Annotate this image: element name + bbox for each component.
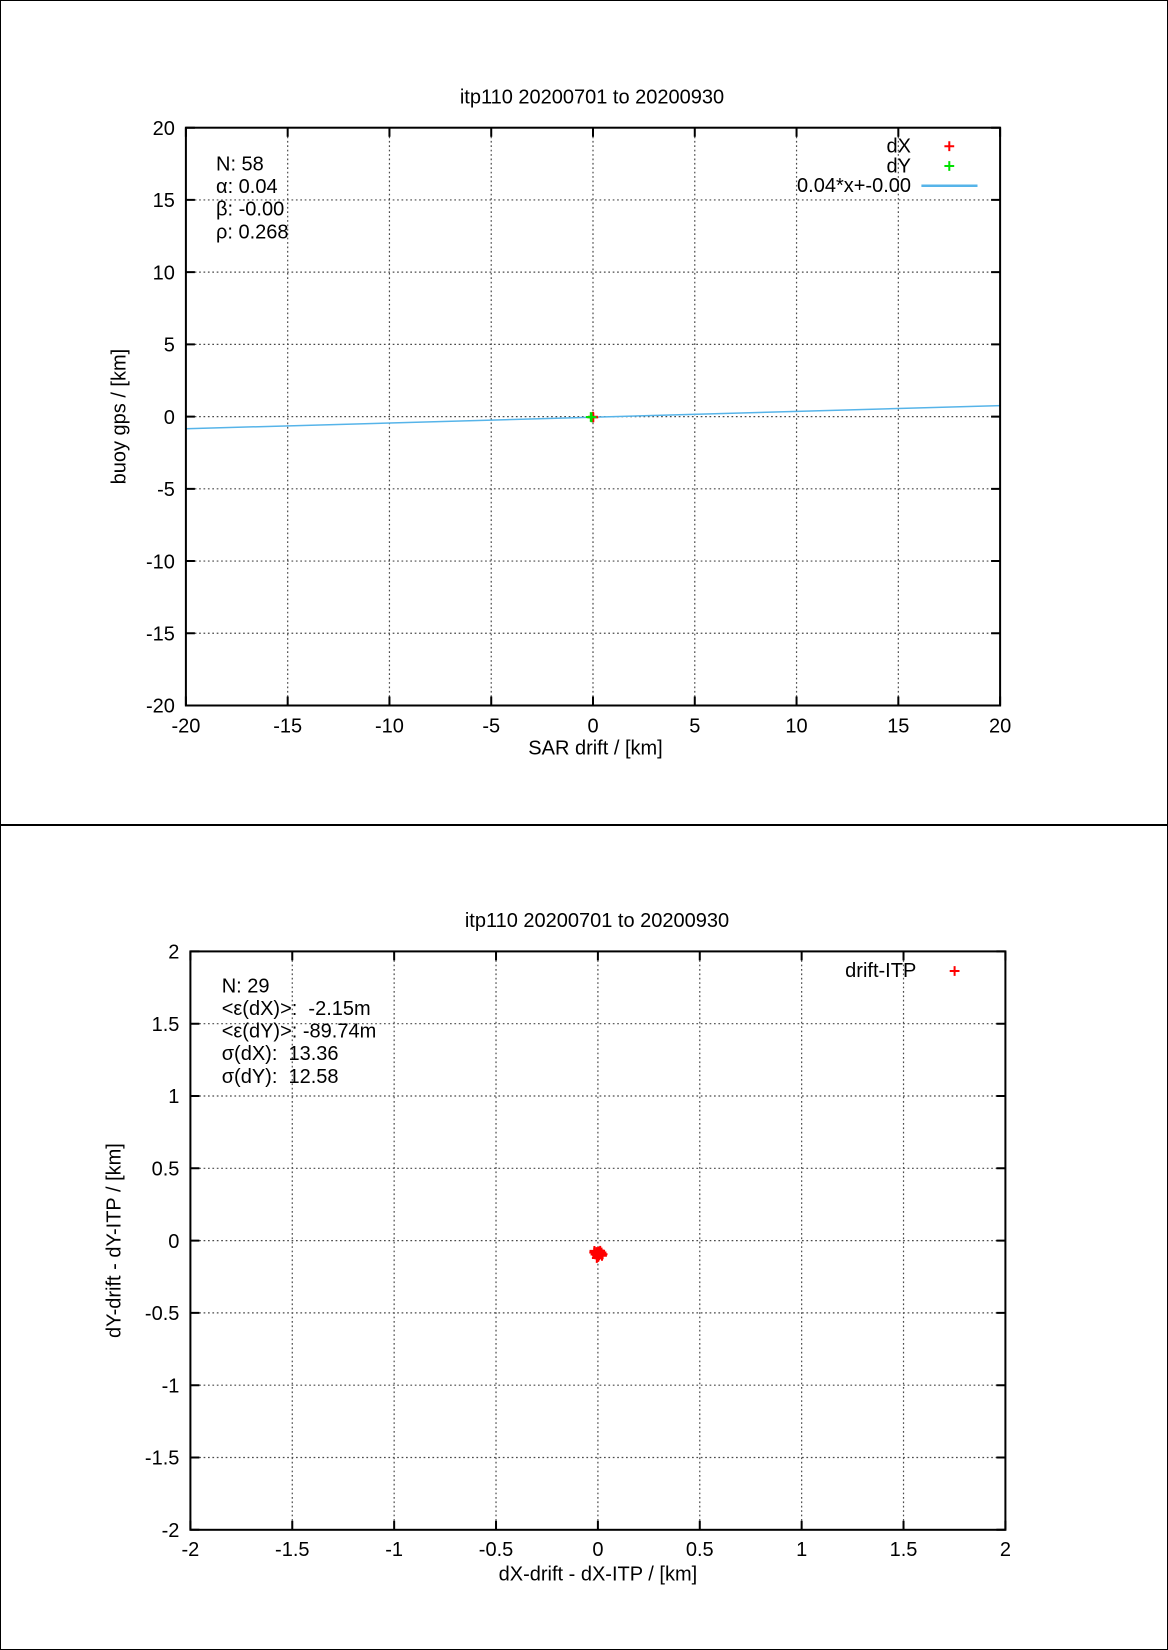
svg-text:0.04*x+-0.00: 0.04*x+-0.00 bbox=[797, 175, 911, 197]
svg-text:dY-drift - dY-ITP / [km]: dY-drift - dY-ITP / [km] bbox=[104, 1143, 126, 1338]
svg-text:-20: -20 bbox=[171, 716, 200, 738]
svg-text:-1.5: -1.5 bbox=[145, 1448, 179, 1470]
svg-text:15: 15 bbox=[153, 190, 175, 212]
svg-text:1: 1 bbox=[796, 1539, 807, 1561]
svg-text:20: 20 bbox=[989, 716, 1011, 738]
svg-text:itp110 20200701 to 20200930: itp110 20200701 to 20200930 bbox=[460, 87, 724, 109]
svg-text:σ(dY): 12.58: σ(dY): 12.58 bbox=[222, 1066, 339, 1088]
svg-text:10: 10 bbox=[153, 262, 175, 284]
svg-text:0.5: 0.5 bbox=[686, 1539, 714, 1561]
svg-text:-1: -1 bbox=[162, 1375, 180, 1397]
svg-text:β: -0.00: β: -0.00 bbox=[216, 199, 284, 221]
svg-text:-15: -15 bbox=[273, 716, 302, 738]
svg-text:0: 0 bbox=[168, 1231, 179, 1253]
svg-text:N: 58: N: 58 bbox=[216, 154, 264, 176]
svg-text:15: 15 bbox=[887, 716, 909, 738]
svg-text:dX-drift - dX-ITP / [km]: dX-drift - dX-ITP / [km] bbox=[499, 1564, 698, 1586]
svg-text:<ε(dY)>: -89.74m: <ε(dY)>: -89.74m bbox=[222, 1021, 377, 1043]
svg-text:0: 0 bbox=[587, 716, 598, 738]
svg-text:-0.5: -0.5 bbox=[479, 1539, 513, 1561]
svg-text:SAR drift / [km]: SAR drift / [km] bbox=[528, 738, 662, 760]
svg-text:-1: -1 bbox=[385, 1539, 403, 1561]
svg-text:<ε(dX)>: -2.15m: <ε(dX)>: -2.15m bbox=[222, 998, 371, 1020]
svg-text:1.5: 1.5 bbox=[890, 1539, 918, 1561]
svg-text:-10: -10 bbox=[146, 551, 175, 573]
svg-text:0: 0 bbox=[592, 1539, 603, 1561]
svg-text:-0.5: -0.5 bbox=[145, 1303, 179, 1325]
svg-text:σ(dX): 13.36: σ(dX): 13.36 bbox=[222, 1043, 339, 1065]
svg-text:1.5: 1.5 bbox=[152, 1014, 180, 1036]
svg-text:-2: -2 bbox=[162, 1520, 180, 1542]
svg-text:drift-ITP: drift-ITP bbox=[845, 960, 916, 982]
svg-text:-10: -10 bbox=[375, 716, 404, 738]
svg-text:2: 2 bbox=[168, 942, 179, 964]
svg-text:5: 5 bbox=[164, 335, 175, 357]
svg-text:buoy gps / [km]: buoy gps / [km] bbox=[109, 349, 131, 485]
svg-text:α: 0.04: α: 0.04 bbox=[216, 176, 278, 198]
svg-text:dY: dY bbox=[887, 155, 911, 177]
svg-text:itp110 20200701 to 20200930: itp110 20200701 to 20200930 bbox=[465, 910, 729, 932]
svg-text:ρ: 0.268: ρ: 0.268 bbox=[216, 221, 289, 243]
svg-text:-5: -5 bbox=[482, 716, 500, 738]
svg-text:2: 2 bbox=[1000, 1539, 1011, 1561]
svg-text:-15: -15 bbox=[146, 623, 175, 645]
svg-text:0: 0 bbox=[164, 407, 175, 429]
svg-text:-1.5: -1.5 bbox=[275, 1539, 309, 1561]
svg-text:-2: -2 bbox=[182, 1539, 200, 1561]
svg-text:dX: dX bbox=[887, 136, 911, 158]
svg-text:1: 1 bbox=[168, 1086, 179, 1108]
svg-text:-5: -5 bbox=[157, 479, 175, 501]
svg-text:-20: -20 bbox=[146, 696, 175, 718]
svg-text:10: 10 bbox=[785, 716, 807, 738]
svg-text:20: 20 bbox=[153, 118, 175, 140]
svg-text:0.5: 0.5 bbox=[152, 1159, 180, 1181]
svg-text:5: 5 bbox=[689, 716, 700, 738]
svg-text:N: 29: N: 29 bbox=[222, 975, 270, 997]
